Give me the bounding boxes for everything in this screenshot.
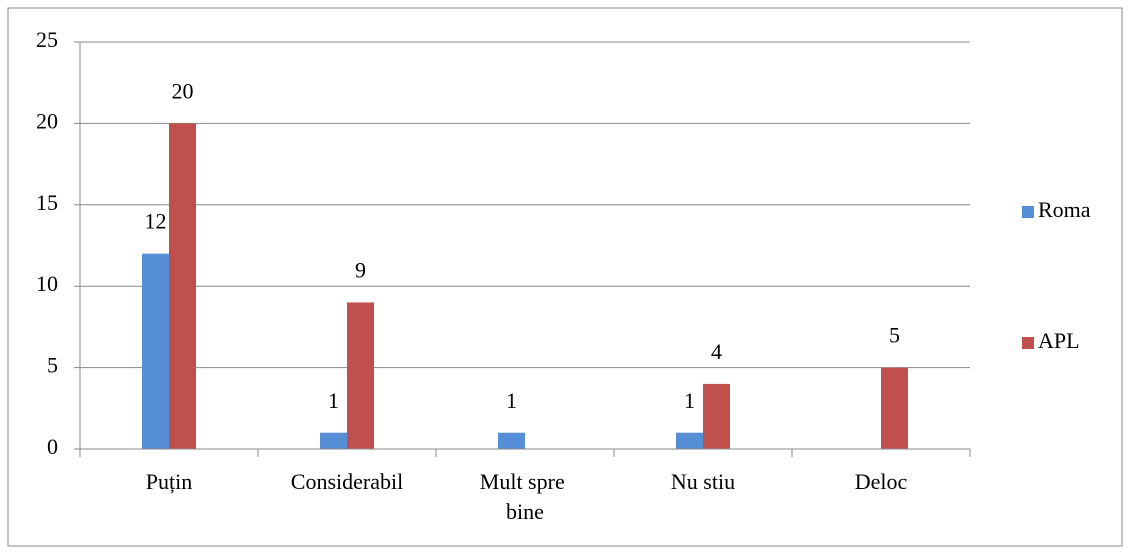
data-label: 9 bbox=[355, 258, 366, 283]
bar bbox=[676, 432, 703, 449]
bar bbox=[320, 432, 347, 449]
y-tick-label: 10 bbox=[36, 271, 58, 296]
y-tick-label: 25 bbox=[36, 27, 58, 52]
x-tick-label-line: Mult spre bbox=[480, 469, 570, 494]
x-tick-label: Nu stiu bbox=[671, 469, 735, 494]
data-label: 1 bbox=[684, 388, 695, 413]
bar bbox=[881, 367, 908, 449]
x-tick-label: Puțin bbox=[146, 469, 192, 494]
y-tick-label: 20 bbox=[36, 108, 58, 133]
x-tick-label: Considerabil bbox=[291, 469, 403, 494]
data-label: 1 bbox=[506, 388, 517, 413]
bar bbox=[169, 123, 196, 450]
bar bbox=[498, 432, 525, 449]
y-tick-label: 0 bbox=[47, 434, 58, 459]
x-tick-label-line: bine bbox=[506, 499, 544, 524]
bar bbox=[347, 302, 374, 449]
data-label: 12 bbox=[145, 209, 167, 234]
data-label: 20 bbox=[172, 78, 194, 103]
legend-swatch bbox=[1022, 206, 1034, 218]
legend-label: Roma bbox=[1038, 197, 1091, 222]
y-tick-label: 5 bbox=[47, 353, 58, 378]
bar bbox=[703, 383, 730, 449]
bar bbox=[142, 253, 169, 449]
x-tick-label: Deloc bbox=[855, 469, 908, 494]
legend-label: APL bbox=[1038, 328, 1080, 353]
data-label: 5 bbox=[889, 323, 900, 348]
x-tick-label: Mult spre bine bbox=[480, 469, 570, 524]
data-label: 1 bbox=[328, 388, 339, 413]
legend-swatch bbox=[1022, 337, 1034, 349]
y-tick-label: 15 bbox=[36, 190, 58, 215]
data-label: 4 bbox=[711, 339, 722, 364]
